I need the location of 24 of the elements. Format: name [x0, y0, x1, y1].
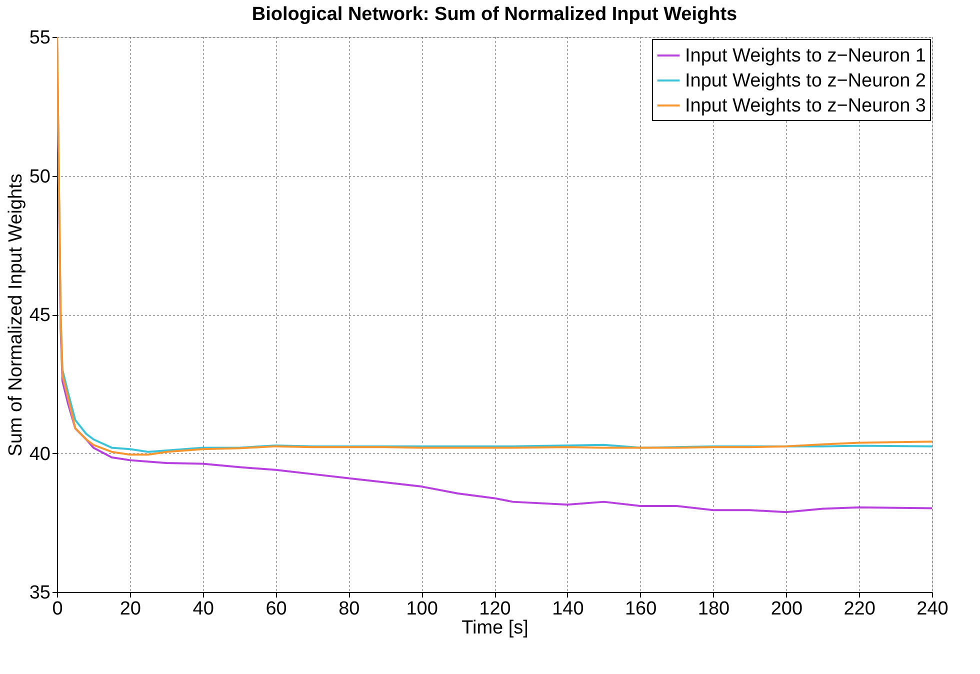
y-tick-label: 45 — [29, 305, 50, 326]
x-tick-label: 180 — [698, 598, 730, 620]
x-tick-label: 240 — [916, 598, 948, 620]
x-tick-label: 140 — [552, 598, 584, 620]
y-tick-label: 40 — [29, 444, 50, 465]
x-tick-label: 100 — [406, 598, 438, 620]
x-tick-label: 220 — [844, 598, 876, 620]
x-tick-label: 80 — [338, 598, 360, 620]
chart-title: Biological Network: Sum of Normalized Input Weights — [252, 4, 738, 25]
x-tick-label: 40 — [192, 598, 214, 620]
legend-label: Input Weights to z−Neuron 3 — [685, 96, 926, 116]
x-axis-title: Time [s] — [462, 618, 528, 638]
x-tick-label: 20 — [120, 598, 141, 620]
y-axis-title: Sum of Normalized Input Weights — [5, 174, 26, 456]
x-tick-label: 200 — [770, 598, 803, 620]
legend-label: Input Weights to z−Neuron 1 — [685, 46, 926, 66]
y-tick-label: 50 — [29, 166, 50, 188]
x-tick-label: 60 — [266, 598, 287, 620]
y-tick-label: 55 — [29, 28, 50, 48]
x-tick-label: 120 — [479, 598, 511, 620]
x-tick-label: 0 — [52, 598, 63, 620]
x-tick-label: 160 — [624, 598, 657, 620]
legend-label: Input Weights to z−Neuron 2 — [685, 70, 926, 92]
y-tick-label: 35 — [29, 582, 50, 604]
